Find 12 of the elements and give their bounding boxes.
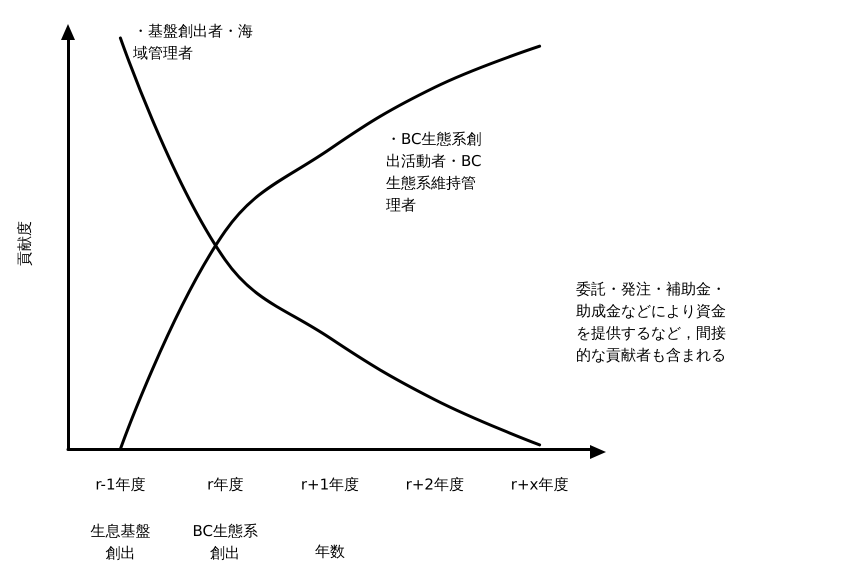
series-label: ・BC生態系創出活動者・BC生態系維持管理者 (386, 130, 482, 214)
x-axis-title: 年数 (315, 542, 345, 560)
text: BC生態系創出 (192, 522, 258, 562)
series-label: ・基盤創出者・海域管理者 (132, 22, 253, 62)
text: 生息基盤創出 (90, 522, 150, 562)
y-axis-title: 貢献度 (16, 221, 34, 266)
x-tick-label: r+2年度 (406, 476, 464, 494)
annotation: 委託・発注・補助金・助成金などにより資金を提供するなど，間接的な貢献者も含まれる (576, 280, 726, 364)
x-tick-label: r+x年度 (510, 476, 568, 494)
x-tick-label: r-1年度 (95, 476, 146, 494)
x-tick-label: r年度 (207, 476, 244, 494)
x-tick-label: r+1年度 (300, 476, 360, 494)
